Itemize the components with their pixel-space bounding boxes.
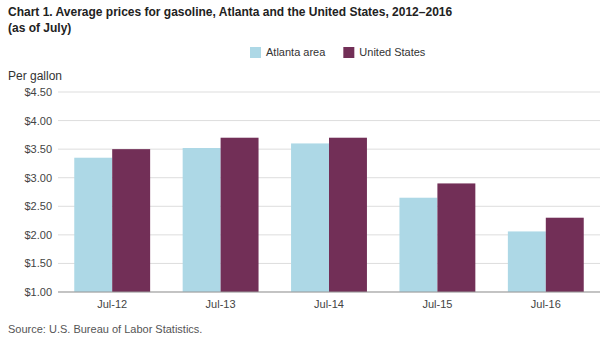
bar: [221, 138, 259, 292]
y-label: Per gallon: [8, 69, 62, 83]
bar: [74, 158, 112, 292]
subtitle: (as of July): [8, 21, 71, 35]
y-tick-label: $2.00: [24, 229, 52, 241]
grid-line: [58, 292, 600, 293]
legend-label: Atlanta area: [266, 46, 326, 58]
x-axis-line: [58, 292, 600, 293]
y-tick-label: $3.50: [24, 143, 52, 155]
bar: [399, 198, 437, 292]
bar: [508, 231, 546, 292]
x-tick-label: Jul-16: [531, 298, 561, 310]
bar: [112, 149, 150, 292]
y-tick-label: $1.50: [24, 257, 52, 269]
bar: [546, 218, 584, 292]
x-tick-label: Jul-15: [422, 298, 452, 310]
bar: [437, 183, 475, 292]
source: Source: U.S. Bureau of Labor Statistics.: [8, 323, 202, 335]
x-tick-label: Jul-12: [97, 298, 127, 310]
bars: [74, 138, 583, 292]
grid-line: [58, 92, 600, 93]
y-tick-label: $1.00: [24, 286, 52, 298]
bar: [183, 148, 221, 292]
x-tick-label: Jul-14: [314, 298, 344, 310]
y-tick-label: $2.50: [24, 200, 52, 212]
legend-swatch: [250, 47, 261, 58]
bar: [329, 138, 367, 292]
chart: Chart 1. Average prices for gasoline, At…: [0, 0, 615, 341]
y-tick-label: $4.50: [24, 86, 52, 98]
title: Chart 1. Average prices for gasoline, At…: [8, 5, 452, 19]
legend-swatch: [343, 47, 354, 58]
grid: [58, 92, 600, 292]
legend: Atlanta area United States: [250, 46, 426, 58]
bar: [291, 143, 329, 292]
x-tick-label: Jul-13: [206, 298, 236, 310]
grid-line: [58, 120, 600, 121]
y-tick-label: $3.00: [24, 172, 52, 184]
y-tick-label: $4.00: [24, 115, 52, 127]
legend-label: United States: [359, 46, 426, 58]
